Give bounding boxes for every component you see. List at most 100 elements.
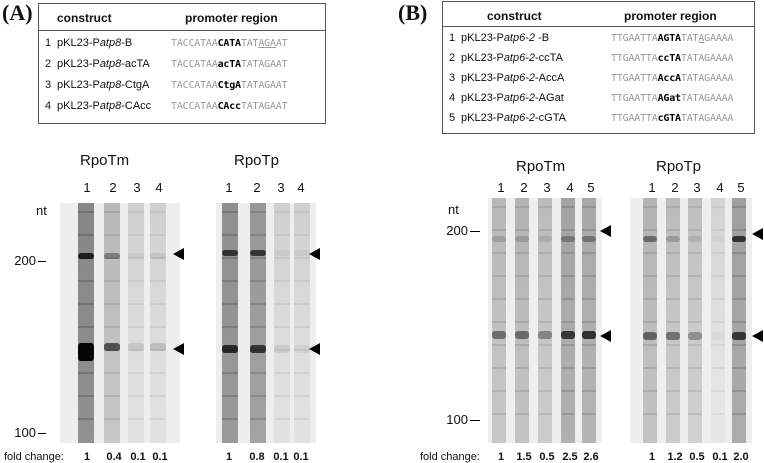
- arrowhead-upper-a1: [173, 248, 184, 260]
- fold-change-value: 0.1: [293, 451, 309, 463]
- promoter-sequence: TACCATAACtgATATAGAAT: [171, 80, 288, 91]
- promoter-sequence: TTGAATTAcGTATATAGAAAA: [611, 113, 733, 124]
- gene-name: atp8: [99, 100, 122, 112]
- arrowhead-upper-b2: [752, 228, 763, 240]
- gel-smear: [538, 413, 552, 415]
- table-row: 4 pKL23-Patp8-CAcc: [45, 100, 151, 112]
- promoter-sequence: TTGAATTAAccATATAGAAAA: [611, 73, 733, 84]
- gel-smear: [538, 252, 552, 254]
- construct-suffix: -acTA: [121, 58, 150, 70]
- gel-smear: [128, 257, 144, 259]
- gel-smear: [222, 326, 238, 328]
- gel-smear: [128, 303, 144, 305]
- lane-number: 1: [225, 180, 233, 195]
- gel-smear: [78, 280, 94, 282]
- gel-band-upper: [688, 236, 702, 242]
- gel-smear: [643, 275, 657, 277]
- gel-smear: [582, 413, 596, 415]
- gel-smear: [643, 206, 657, 208]
- gel-smear: [732, 298, 746, 300]
- gel-smear: [561, 390, 575, 392]
- gel-smear: [538, 275, 552, 277]
- gel-lane: [582, 198, 596, 443]
- gel-smear: [78, 234, 94, 236]
- table-header-promoter: promoter region: [624, 9, 717, 23]
- gel-band-upper: [732, 236, 746, 242]
- gel-smear: [582, 344, 596, 346]
- gel-smear: [561, 206, 575, 208]
- fold-change-value: 1: [225, 451, 233, 463]
- nt-label-a: nt: [36, 203, 47, 218]
- gel-smear: [150, 349, 166, 351]
- promoter-sequence: TTGAATTAAGatTATAGAAAA: [611, 93, 733, 104]
- gel-smear: [711, 321, 725, 323]
- gel-smear: [128, 418, 144, 420]
- gel-lane: [688, 198, 702, 443]
- gel-smear: [515, 206, 529, 208]
- lane-number: 2: [520, 180, 528, 195]
- seq-flank: TACCATAA: [171, 59, 218, 70]
- gel-smear: [250, 372, 266, 374]
- gel-smear: [538, 390, 552, 392]
- gel-lane: [222, 203, 238, 443]
- fold-change-value: 1.5: [516, 451, 532, 463]
- gel-lane: [732, 198, 746, 443]
- lane-number: 1: [497, 180, 505, 195]
- fold-change-value: 0.5: [539, 451, 555, 463]
- lane-number: 5: [587, 180, 595, 195]
- gel-lane: [643, 198, 657, 443]
- gel-smear: [538, 229, 552, 231]
- gel-lane: [538, 198, 552, 443]
- gel-smear: [250, 257, 266, 259]
- construct-prefix: pKL23-P: [57, 58, 100, 70]
- arrowhead-lower-a1: [173, 343, 184, 355]
- gel-smear: [294, 234, 310, 236]
- gel-smear: [711, 413, 725, 415]
- row-number: 4: [45, 100, 52, 112]
- gel-smear: [128, 395, 144, 397]
- gel-smear: [104, 326, 120, 328]
- gel-band-lower: [294, 345, 310, 353]
- mw-tick-100-a: [38, 433, 46, 434]
- arrowhead-upper-a2: [309, 248, 320, 260]
- gel-smear: [688, 298, 702, 300]
- gel-band-upper: [150, 253, 166, 259]
- seq-flank: TTGAATTA: [611, 53, 658, 64]
- gel-smear: [582, 367, 596, 369]
- gel-smear: [222, 234, 238, 236]
- table-divider: [39, 30, 325, 31]
- seq-mutated: AGTA: [657, 33, 681, 44]
- construct-prefix: pKL23-P: [461, 112, 504, 124]
- gel-smear: [492, 344, 506, 346]
- table-row: 4 pKL23-Patp6-2-AGat: [449, 92, 564, 104]
- lane-number: 3: [133, 180, 141, 195]
- gel-smear: [222, 211, 238, 213]
- lane-number: 2: [109, 180, 117, 195]
- gel-smear: [711, 206, 725, 208]
- seq-tata: TATAGAAAA: [680, 93, 734, 104]
- gel-lane: [294, 203, 310, 443]
- gel-smear: [222, 257, 238, 259]
- construct-name: pKL23-Patp8-CAcc: [57, 100, 151, 112]
- gel-smear: [538, 321, 552, 323]
- gel-smear: [128, 326, 144, 328]
- gel-band-upper: [711, 236, 725, 242]
- construct-name: pKL23-Patp6-2-cGTA: [461, 112, 566, 124]
- gel-band-upper: [78, 253, 94, 259]
- seq-tata: TATAGAAT: [240, 101, 288, 112]
- seq-tata: TAT: [680, 33, 699, 44]
- mw-tick-200-b: [470, 231, 480, 232]
- gel-band-lower: [561, 331, 575, 339]
- fold-change-value: 0.1: [152, 451, 168, 463]
- gel-smear: [492, 390, 506, 392]
- gene-name: atp6-2: [503, 32, 536, 44]
- construct-suffix: -B: [535, 32, 550, 44]
- gel-smear: [150, 418, 166, 420]
- gel-smear: [666, 321, 680, 323]
- seq-tail: GAAAA: [704, 33, 734, 44]
- construct-prefix: pKL23-P: [461, 92, 504, 104]
- gel-smear: [732, 229, 746, 231]
- gel-band-upper: [128, 253, 144, 259]
- promoter-sequence: TACCATAACATATATAGAAT: [171, 38, 288, 49]
- table-row: 1 pKL23-Patp6-2 -B: [449, 32, 549, 44]
